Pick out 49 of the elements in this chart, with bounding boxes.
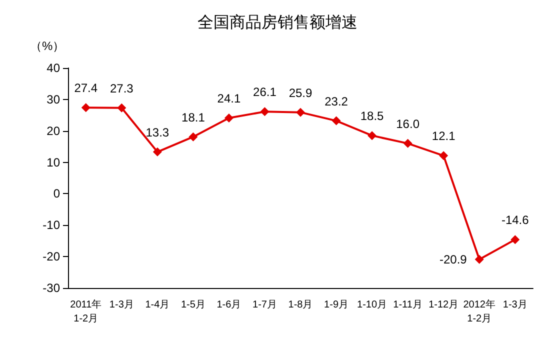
data-label: 24.1	[217, 91, 241, 106]
point	[332, 116, 341, 126]
y-tick-label: 0	[53, 186, 60, 201]
x-tick-label: 2012年 1-2月	[463, 298, 496, 324]
data-label: 18.5	[360, 109, 384, 124]
x-tick-label: 1-5月	[180, 300, 206, 310]
data-label: 18.1	[182, 110, 206, 124]
y-tick-label: -20	[42, 250, 60, 264]
x-tick-label: 1-4月	[145, 300, 170, 310]
data-label: 25.9	[288, 86, 312, 100]
x-tick-label: 1-11月	[393, 300, 422, 310]
point	[474, 254, 484, 264]
data-label: 27.3	[110, 81, 134, 96]
point	[224, 113, 234, 122]
data-label: 16.0	[396, 116, 420, 131]
data-label: 13.3	[146, 125, 170, 140]
data-label: -20.9	[439, 252, 468, 266]
y-tick-label: -30	[42, 281, 60, 295]
point	[510, 235, 520, 244]
point	[188, 132, 198, 142]
chart-title: 全国商品房销售额增速	[198, 14, 358, 32]
y-tick-label: 20	[46, 124, 60, 138]
y-tick-label: 10	[46, 155, 60, 170]
point	[260, 107, 270, 116]
point	[152, 147, 162, 156]
data-label: 27.4	[74, 81, 98, 96]
data-label: 23.2	[324, 94, 348, 108]
y-axis-title: （%）	[30, 39, 65, 53]
x-tick-label: 1-3月	[502, 300, 528, 310]
point	[439, 151, 448, 160]
x-tick-label: 1-3月	[109, 300, 134, 310]
y-tick-label: -10	[42, 218, 60, 232]
data-label: 26.1	[253, 85, 277, 100]
x-tick-label: 1-7月	[252, 300, 277, 310]
x-tick-label: 1-6月	[216, 300, 242, 310]
x-tick-label: 1-8月	[288, 300, 313, 310]
point	[81, 103, 90, 112]
point	[296, 108, 305, 117]
x-tick-label: 1-12月	[428, 300, 459, 310]
x-tick-label: 1-9月	[324, 300, 348, 310]
point	[403, 138, 412, 148]
x-tick-label: 1-10月	[357, 300, 388, 310]
y-tick-label: 40	[46, 61, 60, 75]
y-tick-label: 30	[46, 92, 60, 106]
data-label: 12.1	[432, 129, 456, 144]
x-tick-label: 2011年 1-2月	[70, 298, 102, 324]
point	[368, 131, 377, 140]
data-label: -14.6	[501, 213, 530, 228]
point	[117, 103, 126, 112]
